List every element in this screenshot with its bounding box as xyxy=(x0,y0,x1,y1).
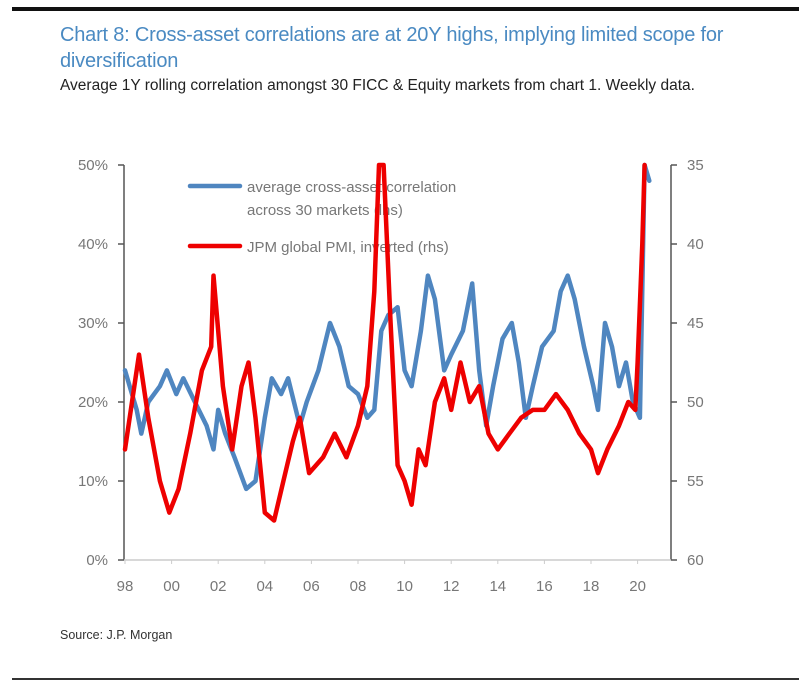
x-axis-tick-label: 16 xyxy=(536,578,553,595)
legend-item-pmi-label: JPM global PMI, inverted (rhs) xyxy=(247,239,449,256)
x-axis-tick-label: 08 xyxy=(350,578,367,595)
chart-subtitle: Average 1Y rolling correlation amongst 3… xyxy=(60,77,695,94)
x-axis-tick-label: 00 xyxy=(163,578,180,595)
correlation-series-line xyxy=(122,162,652,492)
x-axis-tick-label: 14 xyxy=(489,578,506,595)
left-axis-tick-label: 50% xyxy=(78,157,108,174)
left-axis-tick-label: 10% xyxy=(78,473,108,490)
x-axis-tick-label: 06 xyxy=(303,578,320,595)
legend-item-correlation-label: across 30 markets (lhs) xyxy=(247,202,403,219)
bottom-rule xyxy=(12,678,799,680)
left-axis-tick-label: 30% xyxy=(78,315,108,332)
legend: average cross-asset correlation across 30… xyxy=(187,179,456,256)
left-axis-tick-label: 40% xyxy=(78,236,108,253)
x-axis-tick-label: 98 xyxy=(117,578,134,595)
left-axis-tick-label: 0% xyxy=(86,552,108,569)
x-axis-tick-label: 20 xyxy=(629,578,646,595)
chart-title: Chart 8: Cross-asset correlations are at… xyxy=(60,24,724,72)
x-axis-tick-label: 18 xyxy=(583,578,600,595)
right-axis-tick-label: 45 xyxy=(687,315,704,332)
top-rule xyxy=(12,7,799,11)
legend-item-correlation-label: average cross-asset correlation xyxy=(247,179,456,196)
series-layer xyxy=(122,162,652,523)
x-axis-tick-label: 04 xyxy=(256,578,273,595)
source-note: Source: J.P. Morgan xyxy=(60,628,173,642)
right-axis-tick-label: 55 xyxy=(687,473,704,490)
x-axis-tick-label: 02 xyxy=(210,578,227,595)
right-axis-tick-label: 35 xyxy=(687,157,704,174)
x-axis-tick-label: 12 xyxy=(443,578,460,595)
right-axis-tick-label: 50 xyxy=(687,394,704,411)
x-axis-tick-label: 10 xyxy=(396,578,413,595)
right-axis-tick-label: 40 xyxy=(687,236,704,253)
left-axis-tick-label: 20% xyxy=(78,394,108,411)
right-axis-tick-label: 60 xyxy=(687,552,704,569)
pmi-series-line xyxy=(122,162,647,523)
axes: 0% 10% 20% 30% 40% 50% 35 40 45 50 55 60 98 00 02 04 06 0… xyxy=(78,157,704,595)
